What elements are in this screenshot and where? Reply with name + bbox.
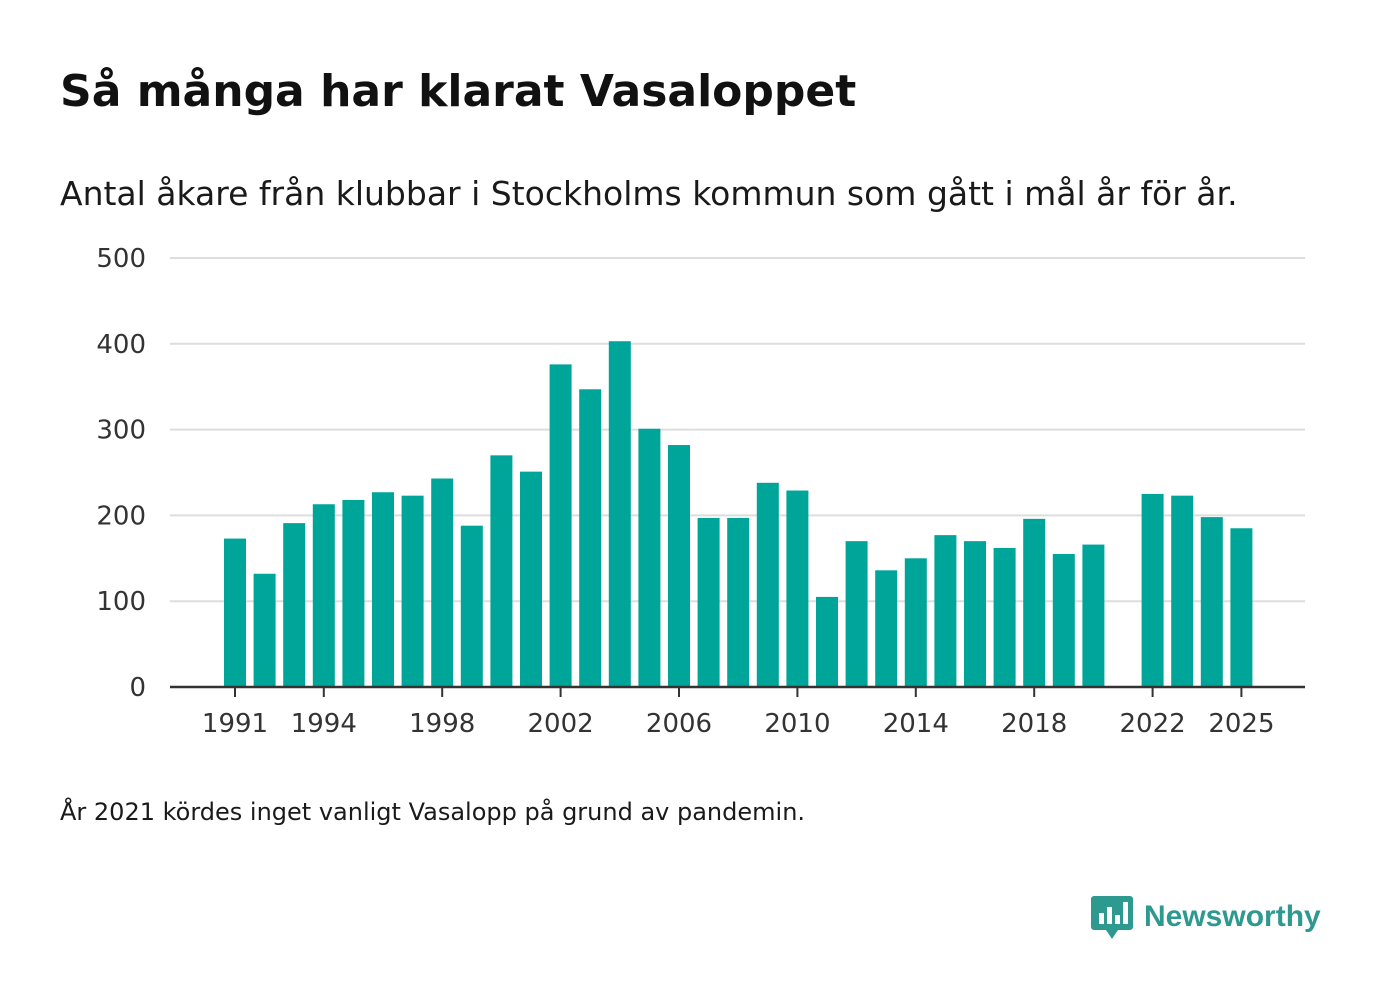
bar-1995 bbox=[342, 499, 365, 687]
chart-subtitle: Antal åkare från klubbar i Stockholms ko… bbox=[60, 174, 1238, 213]
x-tick-label: 2010 bbox=[764, 709, 830, 739]
y-tick-label: 400 bbox=[96, 330, 146, 360]
bar-2012 bbox=[845, 541, 868, 687]
bar-2005 bbox=[638, 428, 661, 687]
y-tick-label: 200 bbox=[96, 501, 146, 531]
bar-2004 bbox=[608, 341, 631, 687]
bar-2023 bbox=[1171, 495, 1194, 687]
bar-2009 bbox=[756, 482, 779, 687]
bar-2006 bbox=[668, 445, 690, 687]
bar-2017 bbox=[993, 548, 1016, 687]
chart-title: Så många har klarat Vasaloppet bbox=[60, 66, 857, 117]
newsworthy-logo-icon bbox=[1091, 896, 1133, 939]
bar-1993 bbox=[283, 523, 306, 687]
bar-2001 bbox=[520, 471, 542, 687]
bar-2014 bbox=[904, 558, 927, 687]
x-tick-label: 2002 bbox=[528, 709, 594, 739]
bar-1999 bbox=[460, 525, 483, 687]
x-tick-label: 2018 bbox=[1001, 709, 1067, 739]
brand-name: Newsworthy bbox=[1144, 900, 1321, 933]
bar-2013 bbox=[875, 570, 898, 687]
y-tick-label: 500 bbox=[96, 244, 146, 274]
bar-2015 bbox=[934, 535, 957, 687]
x-tick-label: 2006 bbox=[646, 709, 712, 739]
x-tick-label: 1998 bbox=[409, 709, 475, 739]
bar-1991 bbox=[224, 538, 246, 687]
y-tick-label: 300 bbox=[96, 416, 146, 446]
bar-2003 bbox=[579, 389, 602, 687]
bar-1994 bbox=[312, 504, 335, 687]
bar-2011 bbox=[816, 596, 838, 687]
bar-chart: 0 100 200 300 400 500 1991 1994 1998 2002 2006 2010… bbox=[96, 244, 1305, 739]
chart-footnote: År 2021 kördes inget vanligt Vasalopp på… bbox=[60, 798, 806, 826]
bar-2000 bbox=[490, 455, 513, 687]
bar-2020 bbox=[1082, 544, 1105, 687]
x-tick-label: 1994 bbox=[291, 709, 357, 739]
bar-2019 bbox=[1052, 554, 1075, 687]
bar-2025 bbox=[1230, 528, 1253, 687]
x-tick-label: 2025 bbox=[1208, 709, 1274, 739]
bar-2002 bbox=[549, 364, 572, 687]
x-tick-label: 2014 bbox=[883, 709, 949, 739]
bar-2022 bbox=[1141, 493, 1164, 687]
bar-1997 bbox=[401, 495, 424, 687]
bar-2024 bbox=[1200, 517, 1223, 687]
bar-2008 bbox=[727, 517, 750, 687]
y-tick-label: 100 bbox=[96, 587, 146, 617]
bar-2010 bbox=[786, 490, 809, 687]
bar-2016 bbox=[964, 541, 986, 687]
x-tick-label: 2022 bbox=[1120, 709, 1186, 739]
bar-2007 bbox=[697, 517, 720, 687]
bar-2018 bbox=[1023, 518, 1046, 687]
bar-1992 bbox=[253, 573, 276, 687]
bar-1998 bbox=[431, 478, 454, 687]
x-tick-label: 1991 bbox=[202, 709, 268, 739]
bar-1996 bbox=[372, 492, 394, 687]
y-tick-label: 0 bbox=[129, 673, 146, 703]
brand-logo: Newsworthy bbox=[1090, 893, 1321, 941]
